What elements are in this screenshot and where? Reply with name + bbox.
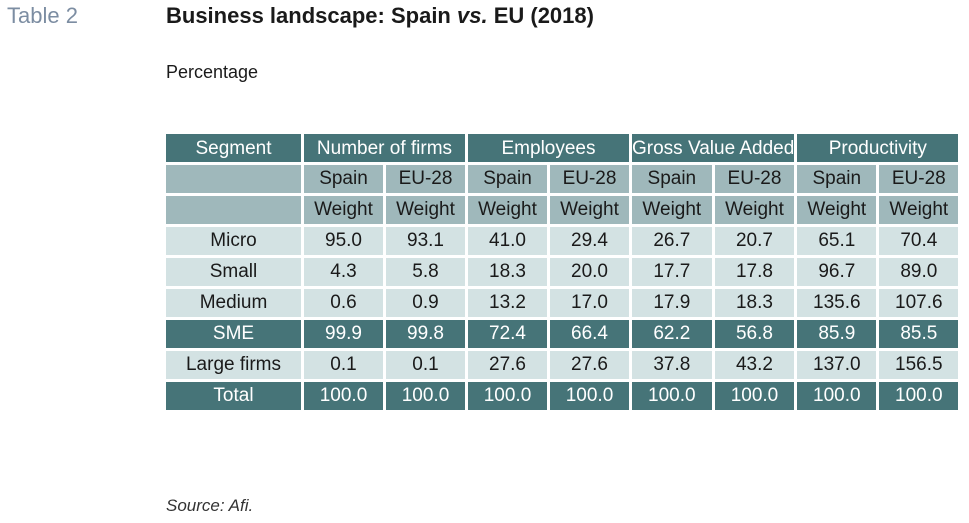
header-productivity: Productivity — [794, 131, 962, 165]
table-cell: 66.4 — [547, 317, 632, 351]
table-cell: 100.0 — [301, 379, 386, 413]
table-cell: 65.1 — [794, 224, 880, 258]
table-row: Large firms 0.1 0.1 27.6 27.6 37.8 43.2 137.0 15… — [163, 348, 962, 382]
row-label: Large firms — [163, 348, 304, 382]
header-region: Spain — [301, 162, 386, 196]
table-row: Total 100.0 100.0 100.0 100.0 100.0 100.0 100.0… — [163, 379, 962, 413]
title-vs: vs. — [456, 3, 488, 28]
row-label: Medium — [163, 286, 304, 320]
table-cell: 20.7 — [711, 224, 798, 258]
row-label: Small — [163, 255, 304, 289]
header-region: Spain — [629, 162, 715, 196]
row-label: Total — [163, 379, 304, 413]
table-cell: 17.7 — [629, 255, 715, 289]
table-cell: 135.6 — [794, 286, 880, 320]
table-cell: 107.6 — [876, 286, 962, 320]
table-cell: 0.1 — [301, 348, 386, 382]
table-cell: 0.6 — [301, 286, 386, 320]
table-cell: 17.0 — [547, 286, 632, 320]
table-cell: 99.8 — [383, 317, 468, 351]
table-cell: 18.3 — [465, 255, 550, 289]
table-cell: 56.8 — [711, 317, 798, 351]
table-cell: 72.4 — [465, 317, 550, 351]
table-cell: 17.9 — [629, 286, 715, 320]
header-row-metrics: Weight Weight Weight Weight Weight Weigh… — [163, 193, 962, 227]
table-cell: 100.0 — [629, 379, 715, 413]
table-cell: 137.0 — [794, 348, 880, 382]
header-segment: Segment — [163, 131, 304, 165]
header-region: Spain — [794, 162, 880, 196]
source-note: Source: Afi. — [166, 496, 254, 515]
table-cell: 100.0 — [794, 379, 880, 413]
table-label: Table 2 — [7, 3, 78, 28]
business-landscape-table: Segment Number of firms Employees Gross … — [163, 131, 962, 413]
table-cell: 93.1 — [383, 224, 468, 258]
header-metric: Weight — [301, 193, 386, 227]
table-cell: 0.9 — [383, 286, 468, 320]
table-cell: 85.9 — [794, 317, 880, 351]
table-cell: 29.4 — [547, 224, 632, 258]
header-number-of-firms: Number of firms — [301, 131, 468, 165]
table-cell: 18.3 — [711, 286, 798, 320]
table-row: SME 99.9 99.8 72.4 66.4 62.2 56.8 85.9 85.5 — [163, 317, 962, 351]
table-title: Business landscape: Spain vs. EU (2018) — [166, 3, 594, 29]
table-cell: 37.8 — [629, 348, 715, 382]
header-metric: Weight — [383, 193, 468, 227]
table-row: Medium 0.6 0.9 13.2 17.0 17.9 18.3 135.6 107.6 — [163, 286, 962, 320]
row-label: SME — [163, 317, 304, 351]
table-cell: 99.9 — [301, 317, 386, 351]
table-cell: 100.0 — [465, 379, 550, 413]
table-row: Micro 95.0 93.1 41.0 29.4 26.7 20.7 65.1 70.4 — [163, 224, 962, 258]
table-cell: 100.0 — [547, 379, 632, 413]
title-part-1: Business landscape: Spain — [166, 3, 457, 28]
table-cell: 100.0 — [711, 379, 798, 413]
header-row-groups: Segment Number of firms Employees Gross … — [163, 131, 962, 165]
table-row: Small 4.3 5.8 18.3 20.0 17.7 17.8 96.7 89.0 — [163, 255, 962, 289]
table-cell: 96.7 — [794, 255, 880, 289]
table-cell: 41.0 — [465, 224, 550, 258]
row-label: Micro — [163, 224, 304, 258]
header-region: EU-28 — [547, 162, 632, 196]
header-metric: Weight — [465, 193, 550, 227]
header-metric: Weight — [547, 193, 632, 227]
table-cell: 27.6 — [465, 348, 550, 382]
header-metric: Weight — [794, 193, 880, 227]
table-cell: 20.0 — [547, 255, 632, 289]
table-cell: 17.8 — [711, 255, 798, 289]
header-metric-blank — [163, 193, 304, 227]
header-metric: Weight — [711, 193, 798, 227]
header-region: Spain — [465, 162, 550, 196]
header-metric: Weight — [876, 193, 962, 227]
table-cell: 100.0 — [383, 379, 468, 413]
table-cell: 43.2 — [711, 348, 798, 382]
table-cell: 26.7 — [629, 224, 715, 258]
table-cell: 0.1 — [383, 348, 468, 382]
table-cell: 95.0 — [301, 224, 386, 258]
table-cell: 27.6 — [547, 348, 632, 382]
table-cell: 89.0 — [876, 255, 962, 289]
table-subtitle: Percentage — [166, 62, 259, 82]
header-employees: Employees — [465, 131, 632, 165]
table-cell: 5.8 — [383, 255, 468, 289]
header-metric: Weight — [629, 193, 715, 227]
table-cell: 4.3 — [301, 255, 386, 289]
header-gross-value-added: Gross Value Added — [628, 131, 798, 165]
table-cell: 156.5 — [876, 348, 962, 382]
title-part-2: EU (2018) — [487, 3, 594, 28]
table-cell: 100.0 — [876, 379, 962, 413]
table-cell: 85.5 — [876, 317, 962, 351]
header-region: EU-28 — [876, 162, 962, 196]
table-cell: 13.2 — [465, 286, 550, 320]
header-region-blank — [163, 162, 304, 196]
table-cell: 70.4 — [876, 224, 962, 258]
header-row-regions: Spain EU-28 Spain EU-28 Spain EU-28 Spai… — [163, 162, 962, 196]
header-region: EU-28 — [711, 162, 798, 196]
table-cell: 62.2 — [629, 317, 715, 351]
header-region: EU-28 — [383, 162, 468, 196]
